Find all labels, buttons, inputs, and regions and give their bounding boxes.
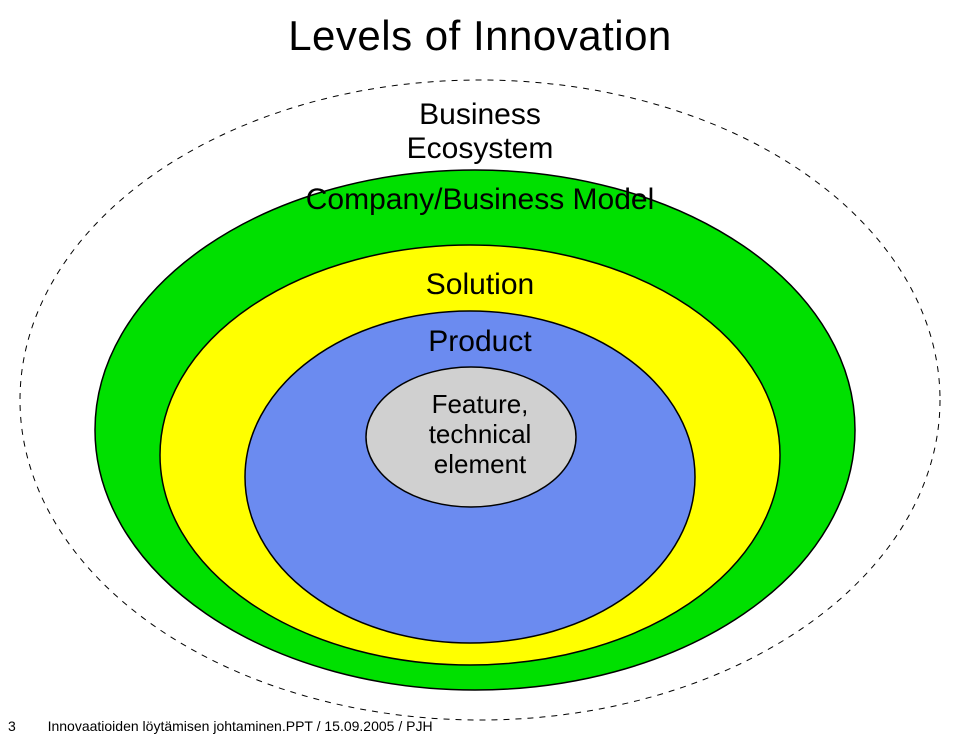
footer-text: Innovaatioiden löytämisen johtaminen.PPT… xyxy=(48,718,433,734)
page-number: 3 xyxy=(8,718,16,734)
label-feature: Feature,technicalelement xyxy=(380,390,580,480)
label-ecosystem: Business Ecosystem xyxy=(380,98,580,166)
label-solution: Solution xyxy=(380,268,580,302)
footer: 3 Innovaatioiden löytämisen johtaminen.P… xyxy=(8,718,433,734)
label-product: Product xyxy=(380,325,580,359)
label-company: Company/Business Model xyxy=(270,183,690,217)
